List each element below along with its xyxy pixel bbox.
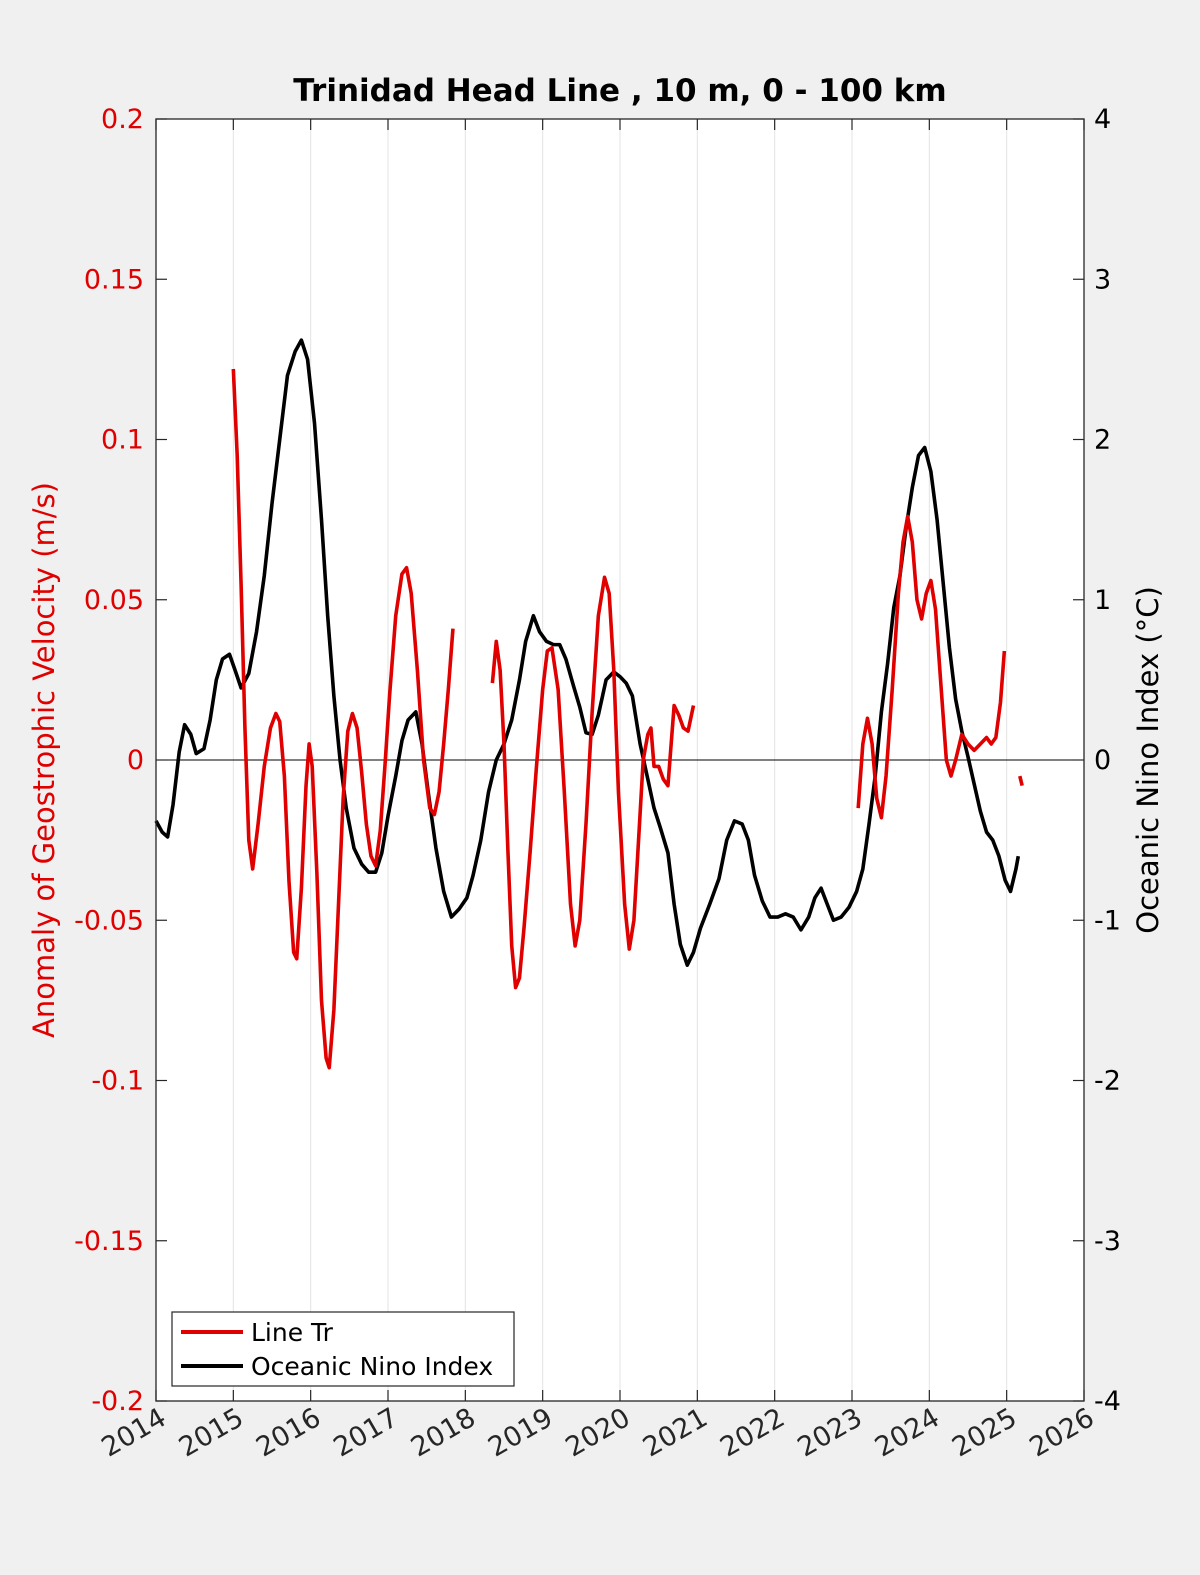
y-right-tick-label: 4: [1094, 104, 1111, 135]
line-tr-series-line: [490, 575, 696, 990]
series-group: [154, 338, 1024, 1070]
y-right-tick-label: -2: [1094, 1066, 1121, 1097]
chart-title: Trinidad Head Line , 10 m, 0 - 100 km: [293, 73, 946, 109]
y-right-tick-label: 1: [1094, 585, 1111, 616]
y-left-tick-label: 0.15: [84, 264, 144, 295]
y-right-tick-label: 2: [1094, 425, 1111, 456]
y-left-tick-label: 0: [127, 745, 144, 776]
legend-label-oni: Oceanic Nino Index: [251, 1352, 493, 1381]
y-left-tick-label: -0.05: [74, 905, 144, 936]
y-right-tick-label: -1: [1094, 905, 1121, 936]
legend-box: [171, 1311, 515, 1387]
y-left-axis-title: Anomaly of Geostrophic Velocity (m/s): [27, 482, 61, 1038]
y-right-tick-label: 3: [1094, 264, 1111, 295]
y-right-tick-label: 0: [1094, 745, 1111, 776]
y-right-axis-title: Oceanic Nino Index (°C): [1131, 586, 1165, 934]
line-tr-series-line: [231, 368, 455, 1070]
tick-marks: [155, 118, 1085, 1402]
y-right-tick-label: -3: [1094, 1226, 1121, 1257]
y-right-tick-label: -4: [1094, 1386, 1121, 1417]
legend: Line Tr Oceanic Nino Index: [171, 1311, 515, 1387]
y-left-tick-label: 0.2: [101, 104, 144, 135]
legend-label-line-tr: Line Tr: [251, 1318, 334, 1347]
y-left-tick-label: 0.1: [101, 425, 144, 456]
y-left-tick-labels: -0.2 -0.15 -0.1 -0.05 0 0.05 0.1 0.15 0.2: [74, 104, 144, 1417]
y-left-tick-label: -0.1: [91, 1066, 144, 1097]
line-tr-series-line: [856, 514, 1007, 820]
line-tr-series-line: [1018, 775, 1024, 787]
y-left-tick-label: -0.15: [74, 1226, 144, 1257]
y-left-tick-label: 0.05: [84, 585, 144, 616]
y-right-tick-labels: -4 -3 -2 -1 0 1 2 3 4: [1094, 104, 1121, 1417]
y-left-tick-label: -0.2: [91, 1386, 144, 1417]
